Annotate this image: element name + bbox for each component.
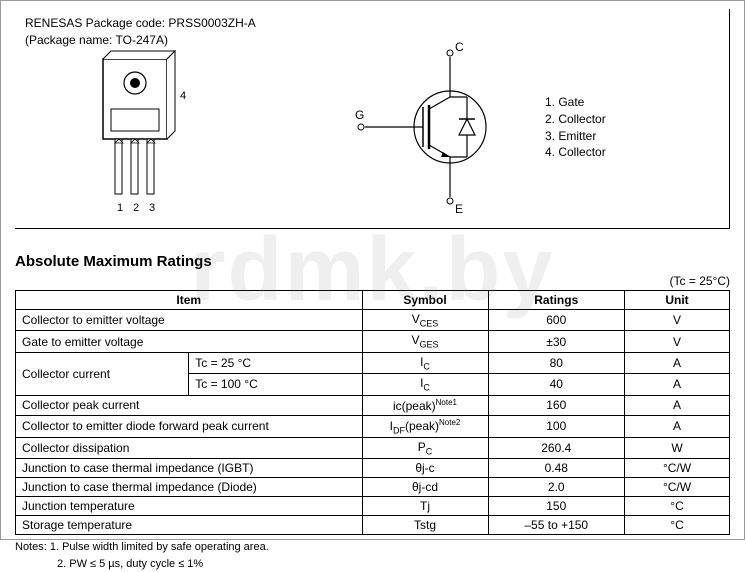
header-unit: Unit (625, 291, 730, 310)
svg-text:2: 2 (133, 202, 139, 214)
legend-1: 1. Gate (545, 94, 606, 111)
table-row: Collector to emitter diode forward peak … (16, 415, 730, 437)
svg-text:E: E (455, 202, 463, 216)
legend-3: 3. Emitter (545, 128, 606, 145)
table-row: Gate to emitter voltage VGES ±30 V (16, 331, 730, 352)
table-row: Collector to emitter voltage VCES 600 V (16, 310, 730, 331)
table-row: Collector current Tc = 25 °C IC 80 A (16, 352, 730, 373)
notes: Notes: 1. Pulse width limited by safe op… (15, 539, 730, 572)
package-drawing-icon: 1 2 3 4 (85, 49, 195, 219)
header-symbol: Symbol (362, 291, 488, 310)
pin-legend: 1. Gate 2. Collector 3. Emitter 4. Colle… (545, 94, 606, 161)
table-row: Collector dissipation PC 260.4 W (16, 437, 730, 458)
table-row: Storage temperature Tstg –55 to +150 °C (16, 516, 730, 535)
svg-text:3: 3 (149, 202, 155, 214)
note-2: 2. PW ≤ 5 µs, duty cycle ≤ 1% (57, 556, 730, 572)
legend-4: 4. Collector (545, 144, 606, 161)
table-row: Junction to case thermal impedance (Diod… (16, 478, 730, 497)
svg-text:G: G (355, 108, 364, 122)
package-code-line1: RENESAS Package code: PRSS0003ZH-A (25, 15, 719, 32)
table-row: Collector peak current ic(peak)Note1 160… (16, 395, 730, 415)
section-title: Absolute Maximum Ratings (15, 253, 730, 270)
svg-text:C: C (455, 40, 464, 54)
svg-text:1: 1 (117, 202, 123, 214)
table-row: Junction temperature Tj 150 °C (16, 497, 730, 516)
package-box: RENESAS Package code: PRSS0003ZH-A (Pack… (15, 9, 730, 229)
header-item: Item (16, 291, 363, 310)
conditions-label: (Tc = 25°C) (15, 274, 730, 288)
header-ratings: Ratings (488, 291, 625, 310)
legend-2: 2. Collector (545, 111, 606, 128)
circuit-symbol-icon: C E G (355, 37, 535, 217)
table-row: Junction to case thermal impedance (IGBT… (16, 459, 730, 478)
ratings-table: Item Symbol Ratings Unit Collector to em… (15, 290, 730, 535)
svg-text:4: 4 (180, 90, 186, 102)
